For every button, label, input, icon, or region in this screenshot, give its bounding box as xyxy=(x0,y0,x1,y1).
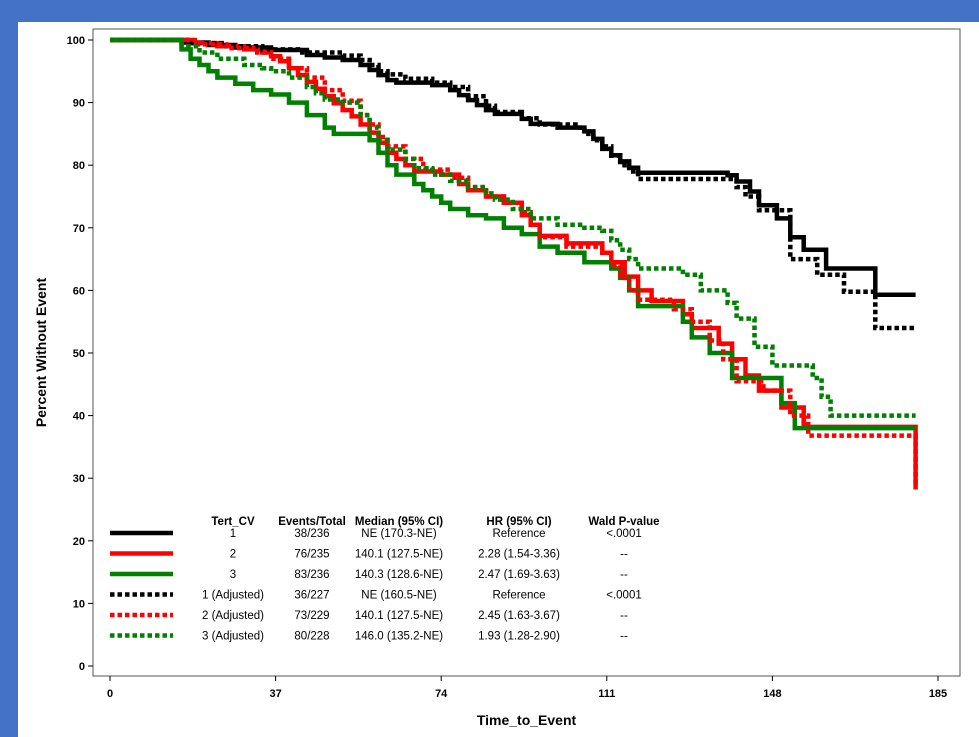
legend-cell: 83/236 xyxy=(294,569,329,581)
legend-cell: 146.0 (135.2-NE) xyxy=(355,631,443,643)
y-tick-label: 60 xyxy=(73,285,85,297)
legend-header: Tert_CV xyxy=(211,516,255,528)
legend-cell: 36/227 xyxy=(294,590,329,602)
legend-cell: 140.1 (127.5-NE) xyxy=(355,610,443,622)
legend-cell: 2.45 (1.63-3.67) xyxy=(478,610,560,622)
legend-cell: 76/235 xyxy=(294,549,329,561)
y-tick-label: 70 xyxy=(73,223,85,235)
legend-cell: 2 xyxy=(230,549,236,561)
legend-cell: 2.47 (1.69-3.63) xyxy=(478,569,560,581)
series-line-4 xyxy=(110,37,918,485)
y-tick-label: 30 xyxy=(73,473,85,485)
y-tick-label: 50 xyxy=(73,348,85,360)
y-tick-label: 80 xyxy=(73,160,85,172)
legend-cell: 140.1 (127.5-NE) xyxy=(355,549,443,561)
y-tick-label: 40 xyxy=(73,411,85,423)
series-line-3 xyxy=(110,37,916,331)
legend-cell: <.0001 xyxy=(606,590,642,602)
legend-header: Events/Total xyxy=(278,516,346,528)
chart-panel: 0 10 20 30 40 50 60 70 80 90 100 0 37 74 111 148 185 Time… xyxy=(18,22,979,737)
y-tick-label: 20 xyxy=(73,536,85,548)
legend-cell: NE (170.3-NE) xyxy=(361,528,437,540)
legend-header: Wald P-value xyxy=(588,516,659,528)
legend-cell: Reference xyxy=(492,528,545,540)
legend-cell: <.0001 xyxy=(606,528,642,540)
x-tick-label: 111 xyxy=(598,688,615,700)
series-line-2 xyxy=(110,37,916,431)
legend-cell: -- xyxy=(620,569,628,581)
y-tick-label: 100 xyxy=(67,35,85,47)
legend-cell: -- xyxy=(620,610,628,622)
legend-cell: 140.3 (128.6-NE) xyxy=(355,569,443,581)
y-tick-label: 0 xyxy=(79,661,85,673)
legend-cell: -- xyxy=(620,549,628,561)
legend-cell: 2.28 (1.54-3.36) xyxy=(478,549,560,561)
legend-cell: 38/236 xyxy=(294,528,329,540)
legend-cell: 1 xyxy=(230,528,236,540)
y-tick-label: 10 xyxy=(73,598,85,610)
x-axis-title: Time_to_Event xyxy=(477,712,577,728)
legend-cell: 73/229 xyxy=(294,610,329,622)
legend-header: HR (95% CI) xyxy=(486,516,551,528)
x-tick-label: 185 xyxy=(929,688,947,700)
legend-cell: NE (160.5-NE) xyxy=(361,590,437,602)
x-tick-label: 0 xyxy=(107,688,113,700)
x-tick-label: 148 xyxy=(763,688,781,700)
x-tick-label: 74 xyxy=(435,688,448,700)
legend-cell: 1.93 (1.28-2.90) xyxy=(478,631,560,643)
legend-cell: 3 xyxy=(230,569,236,581)
legend-cell: 3 (Adjusted) xyxy=(202,631,264,643)
series-line-5 xyxy=(110,37,916,418)
y-axis-title: Percent Without Event xyxy=(33,278,49,428)
legend-cell: 2 (Adjusted) xyxy=(202,610,264,622)
legend-header: Median (95% CI) xyxy=(355,516,443,528)
legend-cell: 80/228 xyxy=(294,631,329,643)
legend-cell: -- xyxy=(620,631,628,643)
series-line-0 xyxy=(110,37,916,298)
x-tick-label: 37 xyxy=(269,688,281,700)
km-survival-chart: 0 10 20 30 40 50 60 70 80 90 100 0 37 74 111 148 185 Time… xyxy=(33,28,961,728)
legend-cell: 1 (Adjusted) xyxy=(202,590,264,602)
legend-cell: Reference xyxy=(492,590,545,602)
y-tick-label: 90 xyxy=(73,98,85,110)
